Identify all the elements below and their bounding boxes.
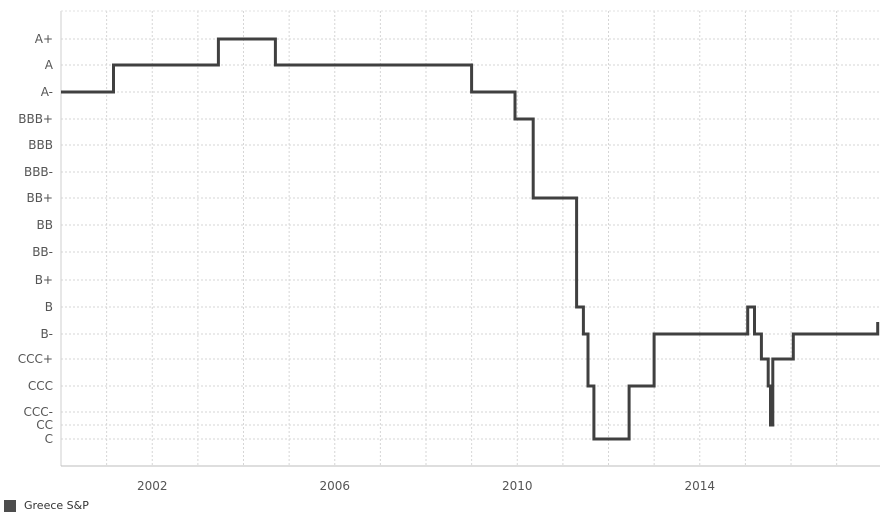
y-axis-ticks: CCCCCC-CCCCCC+B-BB+BB-BBBB+BBB-BBBBBB+A-…: [18, 32, 54, 446]
legend-swatch: [4, 499, 16, 512]
axes: [60, 10, 880, 467]
rating-chart: CCCCCC-CCCCCC+B-BB+BB-BBBB+BBB-BBBBBB+A-…: [18, 10, 880, 493]
x-axis-ticks: 2002 2006 2010 2014: [137, 479, 715, 493]
x-tick-label: 2010: [502, 479, 533, 493]
x-tick-label: 2014: [685, 479, 716, 493]
y-tick-label: BBB+: [18, 112, 53, 126]
y-tick-label: A+: [35, 32, 53, 46]
series-line-greece-sp: [61, 37, 880, 441]
y-tick-label: BBB: [28, 138, 53, 152]
y-tick-label: BB: [37, 218, 53, 232]
y-tick-label: B+: [35, 273, 53, 287]
y-tick-label: BB+: [26, 191, 53, 205]
y-tick-label: B: [45, 300, 53, 314]
legend-label: Greece S&P: [24, 499, 89, 512]
y-tick-label: CCC: [28, 379, 53, 393]
y-tick-label: B-: [40, 327, 53, 341]
y-tick-label: BBB-: [24, 165, 53, 179]
x-tick-label: 2002: [137, 479, 168, 493]
y-tick-label: CCC-: [24, 405, 53, 419]
y-tick-label: CC: [36, 418, 53, 432]
y-tick-label: A: [45, 58, 54, 72]
y-tick-label: BB-: [32, 245, 53, 259]
y-tick-label: A-: [41, 85, 53, 99]
y-tick-label: C: [45, 432, 53, 446]
y-tick-label: CCC+: [18, 352, 53, 366]
x-tick-label: 2006: [319, 479, 350, 493]
legend: Greece S&P: [4, 499, 89, 512]
